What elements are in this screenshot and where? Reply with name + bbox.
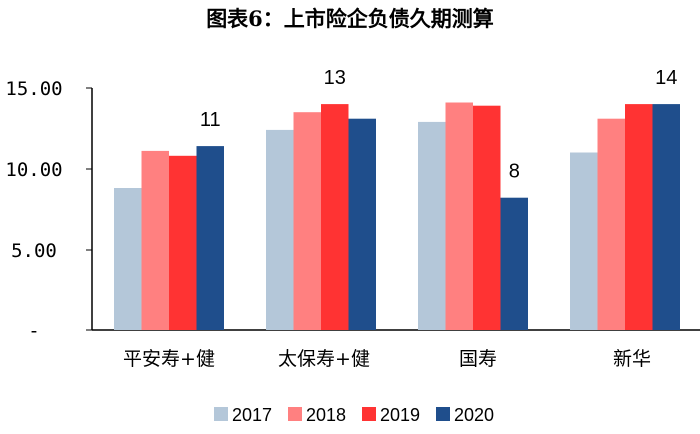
legend-label: 2020 — [454, 405, 494, 425]
bar-2017-1 — [114, 188, 142, 330]
bar-2017-3 — [418, 121, 446, 331]
x-axis: 平安寿+健 太保寿+健 国寿 新华 — [123, 348, 651, 370]
bar-2018-2 — [293, 112, 321, 330]
legend-swatch-2017 — [214, 407, 228, 421]
legend-label: 2019 — [380, 405, 420, 425]
bar-2020-4 — [652, 104, 680, 330]
bar-2017-2 — [266, 129, 294, 330]
data-label: 11 — [200, 109, 221, 131]
bar-2018-4 — [597, 118, 625, 330]
y-tick-label: 10.00 — [5, 159, 62, 181]
bar-2019-3 — [473, 105, 501, 330]
bar-2018-1 — [141, 150, 169, 330]
legend: 2017 2018 2019 2020 — [214, 405, 494, 425]
y-tick-label: 5.00 — [11, 240, 57, 262]
bar-2018-3 — [445, 102, 473, 330]
bar-2020-2 — [348, 118, 376, 330]
x-tick-label: 国寿 — [459, 348, 497, 370]
bar-2019-2 — [321, 104, 349, 330]
x-tick-label: 太保寿+健 — [278, 348, 370, 370]
data-labels: 11 13 8 14 — [200, 67, 678, 183]
data-label: 13 — [324, 67, 346, 89]
y-axis: - 5.00 10.00 15.00 — [5, 78, 93, 342]
y-tick-label: - — [28, 320, 39, 342]
bar-2019-4 — [625, 104, 653, 330]
bar-2017-4 — [570, 152, 598, 330]
x-tick-label: 新华 — [613, 348, 651, 370]
x-tick-label: 平安寿+健 — [123, 348, 215, 370]
data-label: 8 — [509, 161, 520, 183]
bar-2020-1 — [196, 146, 224, 330]
legend-label: 2017 — [232, 405, 272, 425]
legend-swatch-2018 — [288, 407, 302, 421]
bar-2020-3 — [500, 197, 528, 330]
legend-swatch-2020 — [436, 407, 450, 421]
data-label: 14 — [655, 67, 677, 89]
y-tick-label: 15.00 — [5, 78, 62, 100]
bars — [114, 102, 680, 331]
legend-swatch-2019 — [362, 407, 376, 421]
bar-2019-1 — [169, 155, 197, 330]
legend-label: 2018 — [306, 405, 346, 425]
chart-title: 图表6：上市险企负债久期测算 — [206, 6, 494, 31]
